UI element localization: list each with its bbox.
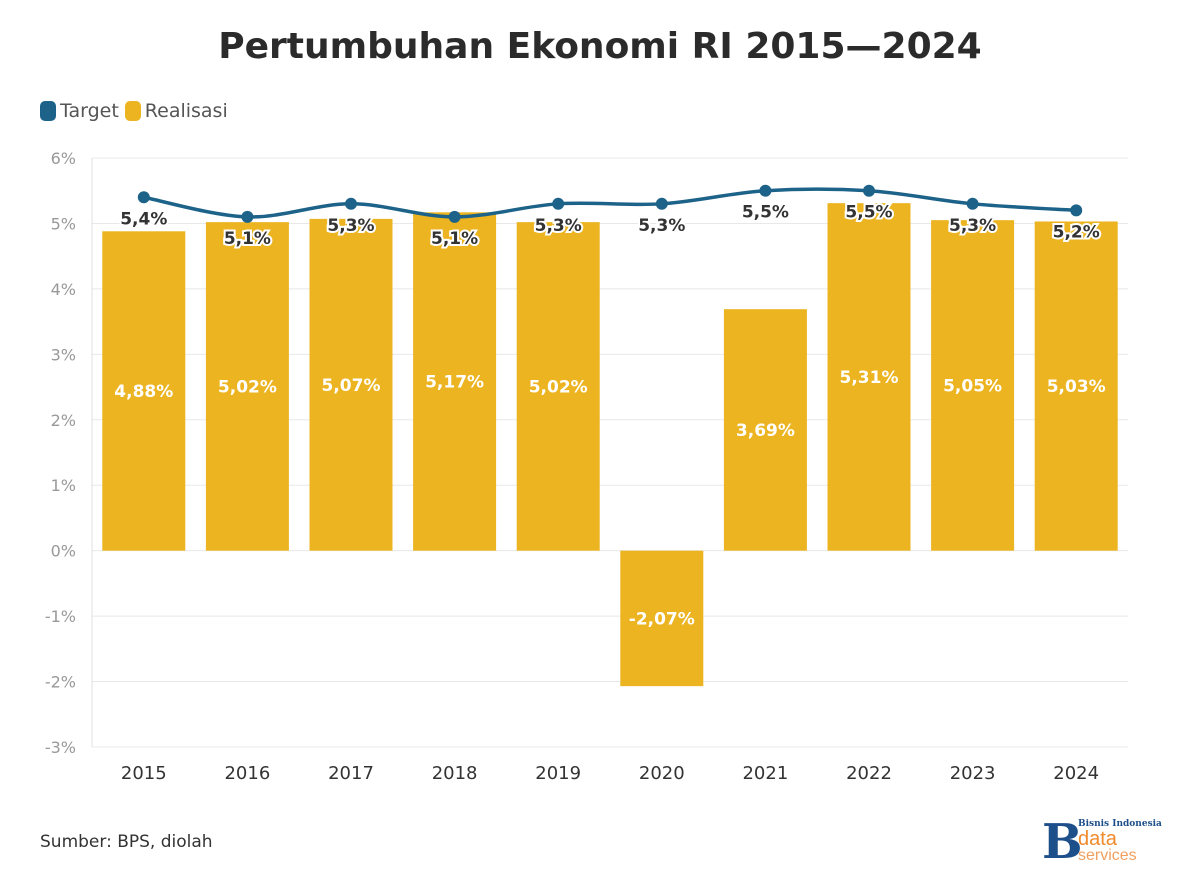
legend: Target Realisasi [40,100,234,122]
legend-swatch-realisasi [124,101,141,121]
bar-data-label: 5,17% [425,372,484,392]
target-data-label: 5,2% [1053,222,1100,242]
svg-text:B: B [1042,814,1083,864]
y-tick-label: -3% [45,738,76,757]
x-tick-label: 2020 [639,763,685,784]
target-data-label: 5,3% [535,216,582,236]
target-point [241,210,254,223]
source-note: Sumber: BPS, diolah [40,832,213,852]
target-data-label: 5,5% [742,203,789,223]
legend-label-realisasi: Realisasi [144,100,228,122]
x-tick-label: 2017 [328,763,374,784]
target-point [1070,204,1083,217]
bar-data-label: 5,07% [322,376,381,396]
bar-data-label: 5,31% [840,368,899,388]
svg-text:data: data [1078,828,1118,850]
target-point [137,191,150,204]
x-tick-label: 2022 [846,763,892,784]
bar-data-label: 5,05% [943,376,1002,396]
logo: B Bisnis Indonesia data services [1040,814,1170,870]
bar-realisasi [1034,221,1118,551]
target-data-label: 5,4% [120,209,167,229]
bar-data-label: 3,69% [736,421,795,441]
y-tick-label: 3% [51,345,76,364]
bar-realisasi [931,220,1015,551]
target-point [759,184,772,197]
x-tick-label: 2018 [432,763,478,784]
y-tick-label: 1% [51,476,76,495]
bar-data-label: 5,03% [1047,377,1106,397]
target-point [552,197,565,210]
bar-data-label: -2,07% [629,609,695,629]
target-point [448,210,461,223]
target-data-label: 5,1% [224,229,271,249]
y-tick-label: -2% [45,673,76,692]
legend-swatch-target [40,101,56,121]
target-line [143,187,1077,219]
bar-realisasi [205,222,289,551]
chart-title: Pertumbuhan Ekonomi RI 2015—2024 [218,26,982,67]
svg-text:services: services [1078,847,1137,864]
target-data-label: 5,3% [327,216,374,236]
bar-realisasi [516,222,600,551]
target-data-label: 5,1% [431,229,478,249]
bar-realisasi [723,309,807,551]
bar-realisasi [413,212,497,551]
bar-data-label: 5,02% [218,377,277,397]
y-tick-label: -1% [45,607,76,626]
legend-label-target: Target [60,100,119,122]
x-tick-label: 2016 [224,763,270,784]
x-tick-label: 2023 [950,763,996,784]
target-point [345,197,357,210]
y-tick-label: 4% [51,280,76,299]
x-tick-label: 2015 [121,763,167,784]
x-tick-label: 2021 [742,763,788,784]
bar-data-label: 4,88% [114,382,173,402]
bar-realisasi [309,218,393,551]
y-tick-label: 6% [51,149,76,168]
y-tick-label: 0% [51,542,76,561]
target-point [966,197,979,210]
svg-text:Bisnis Indonesia: Bisnis Indonesia [1078,819,1162,829]
bar-realisasi [620,550,704,687]
target-data-label: 5,3% [638,216,685,236]
target-point [863,184,875,197]
y-tick-label: 5% [51,214,76,233]
target-data-label: 5,3% [949,216,996,236]
y-tick-label: 2% [51,411,76,430]
x-tick-label: 2019 [535,763,581,784]
x-tick-label: 2024 [1053,763,1099,784]
target-point [655,197,668,210]
bar-data-label: 5,02% [529,377,588,397]
target-data-label: 5,5% [845,203,892,223]
bar-realisasi [827,203,911,551]
bar-realisasi [102,231,186,551]
